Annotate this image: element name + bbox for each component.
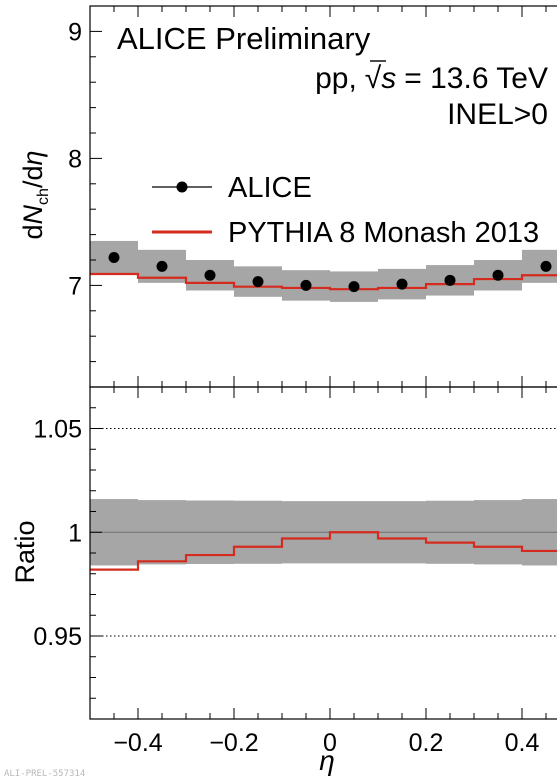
x-tick-labels: −0.4 −0.2 0 0.2 0.4 — [113, 729, 539, 757]
bottom-y-axis-label: Ratio — [10, 520, 40, 583]
bottom-reference-lines — [90, 428, 557, 637]
legend-pythia-label: PYTHIA 8 Monash 2013 — [228, 217, 539, 249]
preliminary-id-watermark: ALI-PREL-557314 — [4, 769, 85, 777]
collision-energy: = 13.6 TeV — [404, 62, 548, 95]
alice-data-point — [444, 274, 456, 286]
alice-data-point — [252, 276, 264, 288]
alice-data-point — [300, 279, 312, 291]
alice-data-point — [492, 269, 504, 281]
pythia-ratio-line — [90, 531, 557, 571]
x-tick-label: −0.4 — [113, 729, 162, 757]
x-axis-label: η — [319, 745, 335, 776]
y-tick-label: 1 — [68, 519, 82, 547]
alice-data-point — [156, 260, 168, 272]
y-tick-label: 8 — [68, 145, 82, 173]
ylabel-subscript: ch — [35, 188, 52, 205]
x-tick-label: 0.4 — [505, 729, 540, 757]
top-pythia-histogram — [90, 272, 557, 291]
top-y-tick-labels: 7 8 9 — [68, 18, 82, 300]
x-tick-label: −0.2 — [209, 729, 258, 757]
ylabel-d: d — [18, 224, 48, 239]
sqrt-symbol: √ — [365, 62, 382, 95]
y-tick-label: 9 — [68, 18, 82, 46]
legend-alice-label: ALICE — [228, 172, 312, 204]
sqrt-variable: s — [381, 62, 396, 95]
ylabel-eta: η — [18, 151, 48, 166]
top-syst-band — [522, 249, 557, 283]
alice-data-point — [540, 260, 552, 272]
system-prefix: pp, — [315, 62, 357, 95]
pythia-histogram-line — [90, 272, 557, 291]
top-alice-points — [108, 251, 552, 293]
x-tick-label: 0 — [323, 729, 337, 757]
collision-system: pp, √s = 13.6 TeV — [315, 62, 548, 95]
bottom-y-tick-labels: 0.95 1 1.05 — [33, 416, 82, 652]
ylabel-N: N — [18, 204, 48, 224]
chart-title: ALICE Preliminary — [117, 21, 371, 56]
bottom-pythia-ratio — [90, 531, 557, 571]
top-y-axis-label: dNch/dη — [18, 151, 52, 240]
y-tick-label: 0.95 — [33, 623, 82, 651]
alice-data-point — [108, 251, 120, 263]
bottom-systematic-bands — [90, 499, 557, 566]
bottom-axis-ticks — [89, 386, 547, 720]
alice-data-point — [348, 281, 360, 293]
event-class: INEL>0 — [447, 98, 548, 131]
ylabel-slash: /d — [18, 166, 48, 189]
y-tick-label: 7 — [68, 272, 82, 300]
alice-data-point — [204, 269, 216, 281]
alice-data-point — [396, 278, 408, 290]
legend-alice-marker — [176, 181, 188, 193]
y-tick-label: 1.05 — [33, 416, 82, 444]
top-axis-ticks — [89, 5, 547, 388]
x-tick-label: 0.2 — [409, 729, 444, 757]
